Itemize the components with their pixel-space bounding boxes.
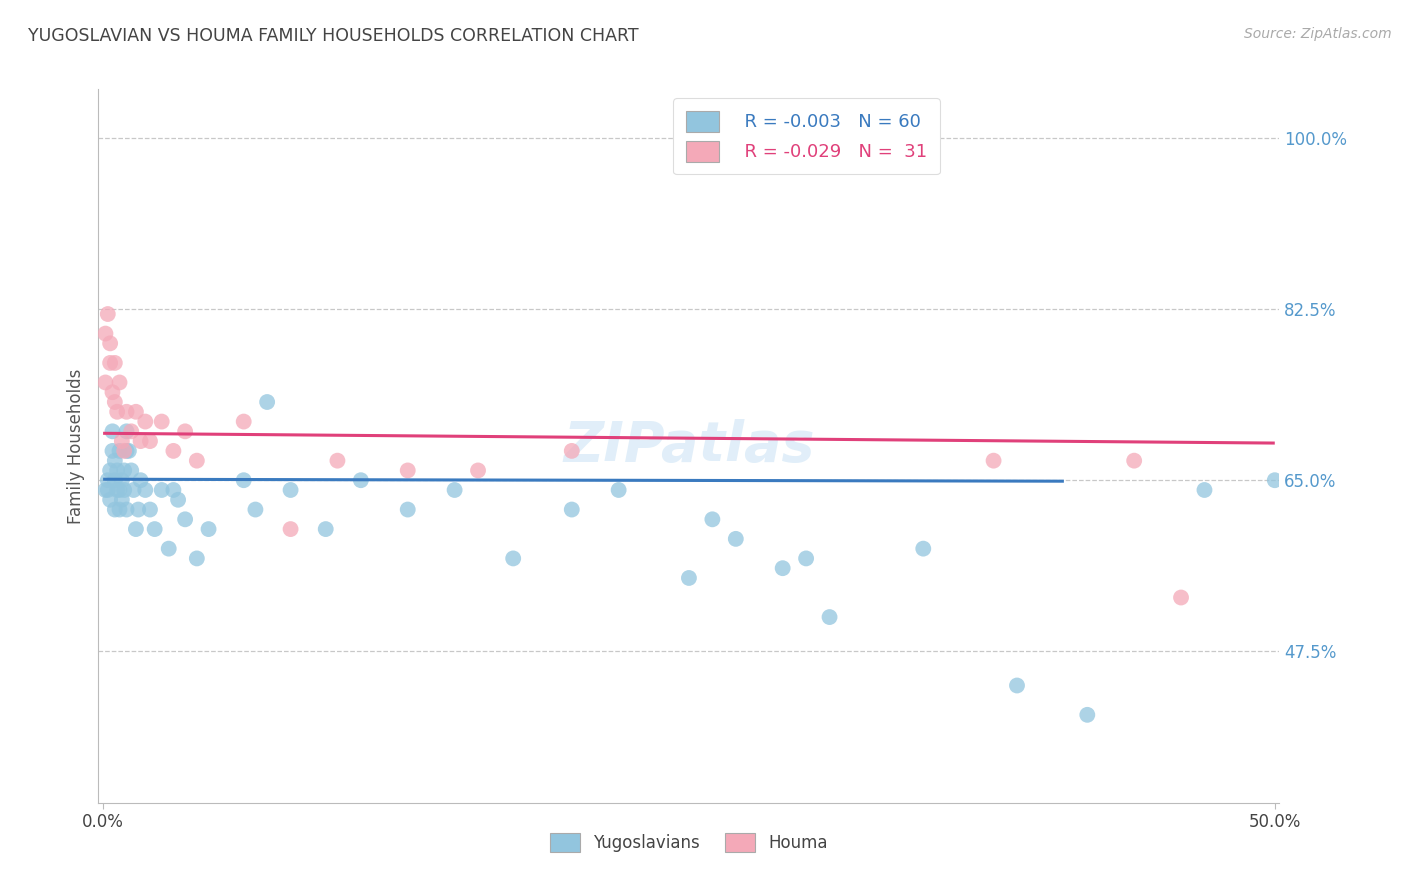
Point — [98, 463, 121, 477]
Point — [702, 512, 724, 526]
Point — [134, 483, 156, 497]
Legend: Yugoslavians, Houma: Yugoslavians, Houma — [543, 826, 835, 859]
Point — [167, 492, 190, 507]
Point — [467, 463, 489, 477]
Text: YUGOSLAVIAN VS HOUMA FAMILY HOUSEHOLDS CORRELATION CHART: YUGOSLAVIAN VS HOUMA FAMILY HOUSEHOLDS C… — [28, 27, 638, 45]
Point — [186, 453, 208, 467]
Point — [112, 483, 135, 497]
Point — [98, 492, 121, 507]
Point — [502, 551, 524, 566]
Point — [108, 443, 131, 458]
Point — [256, 395, 278, 409]
Point — [112, 443, 135, 458]
Point — [101, 385, 124, 400]
Point — [97, 307, 120, 321]
Point — [122, 483, 145, 497]
Point — [104, 356, 127, 370]
Point — [111, 492, 134, 507]
Point — [678, 571, 700, 585]
Point — [561, 443, 583, 458]
Point — [561, 502, 583, 516]
Point — [104, 395, 127, 409]
Point — [143, 522, 166, 536]
Point — [112, 463, 135, 477]
Point — [396, 463, 419, 477]
Point — [162, 443, 184, 458]
Point — [98, 336, 121, 351]
Point — [94, 376, 117, 390]
Point — [115, 443, 138, 458]
Point — [1076, 707, 1098, 722]
Point — [157, 541, 180, 556]
Point — [97, 483, 120, 497]
Point — [232, 415, 254, 429]
Point — [120, 463, 142, 477]
Point — [197, 522, 219, 536]
Point — [150, 415, 173, 429]
Point — [98, 356, 121, 370]
Point — [129, 473, 152, 487]
Text: Source: ZipAtlas.com: Source: ZipAtlas.com — [1244, 27, 1392, 41]
Point — [111, 434, 134, 449]
Point — [105, 405, 128, 419]
Point — [607, 483, 630, 497]
Point — [125, 405, 148, 419]
Point — [97, 473, 120, 487]
Point — [1005, 678, 1028, 692]
Point — [232, 473, 254, 487]
Point — [1194, 483, 1216, 497]
Point — [108, 483, 131, 497]
Point — [94, 483, 117, 497]
Point — [443, 483, 465, 497]
Point — [104, 473, 127, 487]
Point — [120, 425, 142, 439]
Point — [174, 512, 197, 526]
Point — [127, 502, 149, 516]
Point — [186, 551, 208, 566]
Point — [794, 551, 817, 566]
Point — [280, 522, 302, 536]
Point — [150, 483, 173, 497]
Point — [104, 453, 127, 467]
Point — [724, 532, 747, 546]
Point — [139, 434, 162, 449]
Point — [108, 376, 131, 390]
Point — [104, 502, 127, 516]
Point — [139, 502, 162, 516]
Point — [111, 473, 134, 487]
Point — [1170, 591, 1192, 605]
Point — [94, 326, 117, 341]
Point — [118, 443, 141, 458]
Point — [101, 425, 124, 439]
Point — [772, 561, 794, 575]
Point — [1123, 453, 1146, 467]
Point — [315, 522, 337, 536]
Point — [115, 405, 138, 419]
Point — [983, 453, 1005, 467]
Point — [350, 473, 373, 487]
Point — [326, 453, 349, 467]
Point — [115, 425, 138, 439]
Point — [1264, 473, 1286, 487]
Point — [108, 502, 131, 516]
Point — [105, 463, 128, 477]
Point — [818, 610, 841, 624]
Point — [125, 522, 148, 536]
Point — [174, 425, 197, 439]
Point — [396, 502, 419, 516]
Point — [134, 415, 156, 429]
Point — [101, 443, 124, 458]
Point — [912, 541, 935, 556]
Point — [245, 502, 267, 516]
Y-axis label: Family Households: Family Households — [66, 368, 84, 524]
Point — [105, 483, 128, 497]
Text: ZIPatlas: ZIPatlas — [564, 419, 814, 473]
Point — [162, 483, 184, 497]
Point — [115, 502, 138, 516]
Point — [129, 434, 152, 449]
Point — [280, 483, 302, 497]
